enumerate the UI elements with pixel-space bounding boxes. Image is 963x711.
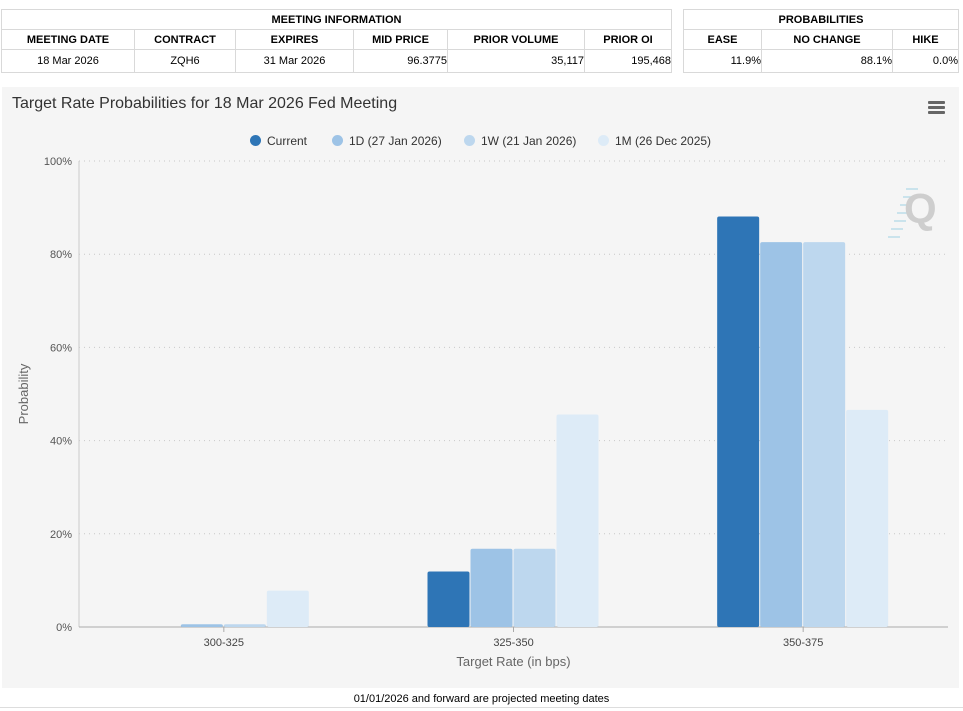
bar [470, 548, 513, 627]
bar [803, 242, 846, 628]
y-tick-label: 20% [50, 529, 72, 541]
column-ease: EASE [683, 29, 762, 50]
y-tick-label: 0% [56, 622, 72, 634]
bar [266, 590, 309, 627]
column-expires: EXPIRES [235, 29, 354, 50]
legend-swatch [464, 135, 475, 147]
x-tick-label: 325-350 [493, 637, 533, 649]
bar [556, 414, 599, 627]
bar [513, 548, 556, 627]
legend-item[interactable]: 1W (21 Jan 2026) [464, 133, 576, 149]
column-hike: HIKE [892, 29, 959, 50]
prior-volume-value: 35,117 [447, 49, 585, 73]
no-change-value: 88.1% [761, 49, 893, 73]
y-axis-title: Probability [16, 363, 31, 424]
meeting-information-header: MEETING INFORMATION [1, 9, 672, 30]
bar [760, 242, 803, 628]
footer-note: 01/01/2026 and forward are projected mee… [353, 693, 610, 705]
legend-label: Current [267, 134, 308, 148]
svg-text:Q: Q [904, 185, 937, 232]
column-prior-volume: PRIOR VOLUME [447, 29, 585, 50]
chart-title: Target Rate Probabilities for 18 Mar 202… [12, 95, 398, 112]
hamburger-menu-icon[interactable] [928, 101, 945, 115]
legend-label: 1M (26 Dec 2025) [615, 134, 712, 148]
legend-item[interactable]: 1M (26 Dec 2025) [598, 133, 711, 149]
mid-price-value: 96.3775 [353, 49, 448, 73]
column-no-change: NO CHANGE [761, 29, 893, 50]
chart-svg: 0% 20% 40% 60% 80% 100% 300-325 325-350 350-375 T… [16, 156, 948, 669]
legend-swatch [332, 135, 343, 147]
chart-panel: 0% 20% 40% 60% 80% 100% 300-325 325-350 350-375 T… [2, 87, 959, 688]
column-meeting-date: MEETING DATE [1, 29, 135, 50]
legend-item[interactable]: 1D (27 Jan 2026) [332, 133, 442, 149]
probabilities-header: PROBABILITIES [683, 9, 959, 30]
y-tick-label: 100% [44, 156, 72, 168]
prior-oi-value: 195,468 [584, 49, 672, 73]
legend-swatch [250, 135, 261, 147]
expires-value: 31 Mar 2026 [235, 49, 354, 73]
legend-label: 1D (27 Jan 2026) [349, 134, 442, 148]
meeting-information-table: MEETING INFORMATION MEETING DATE CONTRAC… [1, 9, 672, 73]
table-row: 18 Mar 2026 ZQH6 31 Mar 2026 96.3775 35,… [1, 49, 672, 73]
q-logo-icon: Q [888, 185, 937, 238]
ease-value: 11.9% [683, 49, 762, 73]
probabilities-table: PROBABILITIES EASE NO CHANGE HIKE 11.9% … [683, 9, 959, 73]
bar [223, 624, 266, 627]
y-tick-label: 60% [50, 342, 72, 354]
hike-value: 0.0% [892, 49, 959, 73]
column-contract: CONTRACT [134, 29, 236, 50]
meeting-date-value: 18 Mar 2026 [1, 49, 135, 73]
legend-swatch [598, 135, 609, 147]
x-tick-label: 300-325 [204, 637, 244, 649]
bar [846, 409, 889, 627]
contract-value: ZQH6 [134, 49, 236, 73]
y-tick-label: 40% [50, 436, 72, 448]
bar [717, 216, 760, 628]
footer-divider [0, 707, 963, 708]
x-tick-label: 350-375 [783, 637, 823, 649]
bar [180, 624, 223, 627]
y-tick-label: 80% [50, 249, 72, 261]
legend-label: 1W (21 Jan 2026) [481, 134, 577, 148]
table-row: 11.9% 88.1% 0.0% [683, 49, 959, 73]
bar [427, 571, 470, 627]
legend-item[interactable]: Current [250, 133, 307, 149]
column-mid-price: MID PRICE [353, 29, 448, 50]
x-axis-title: Target Rate (in bps) [456, 654, 570, 669]
column-prior-oi: PRIOR OI [584, 29, 672, 50]
